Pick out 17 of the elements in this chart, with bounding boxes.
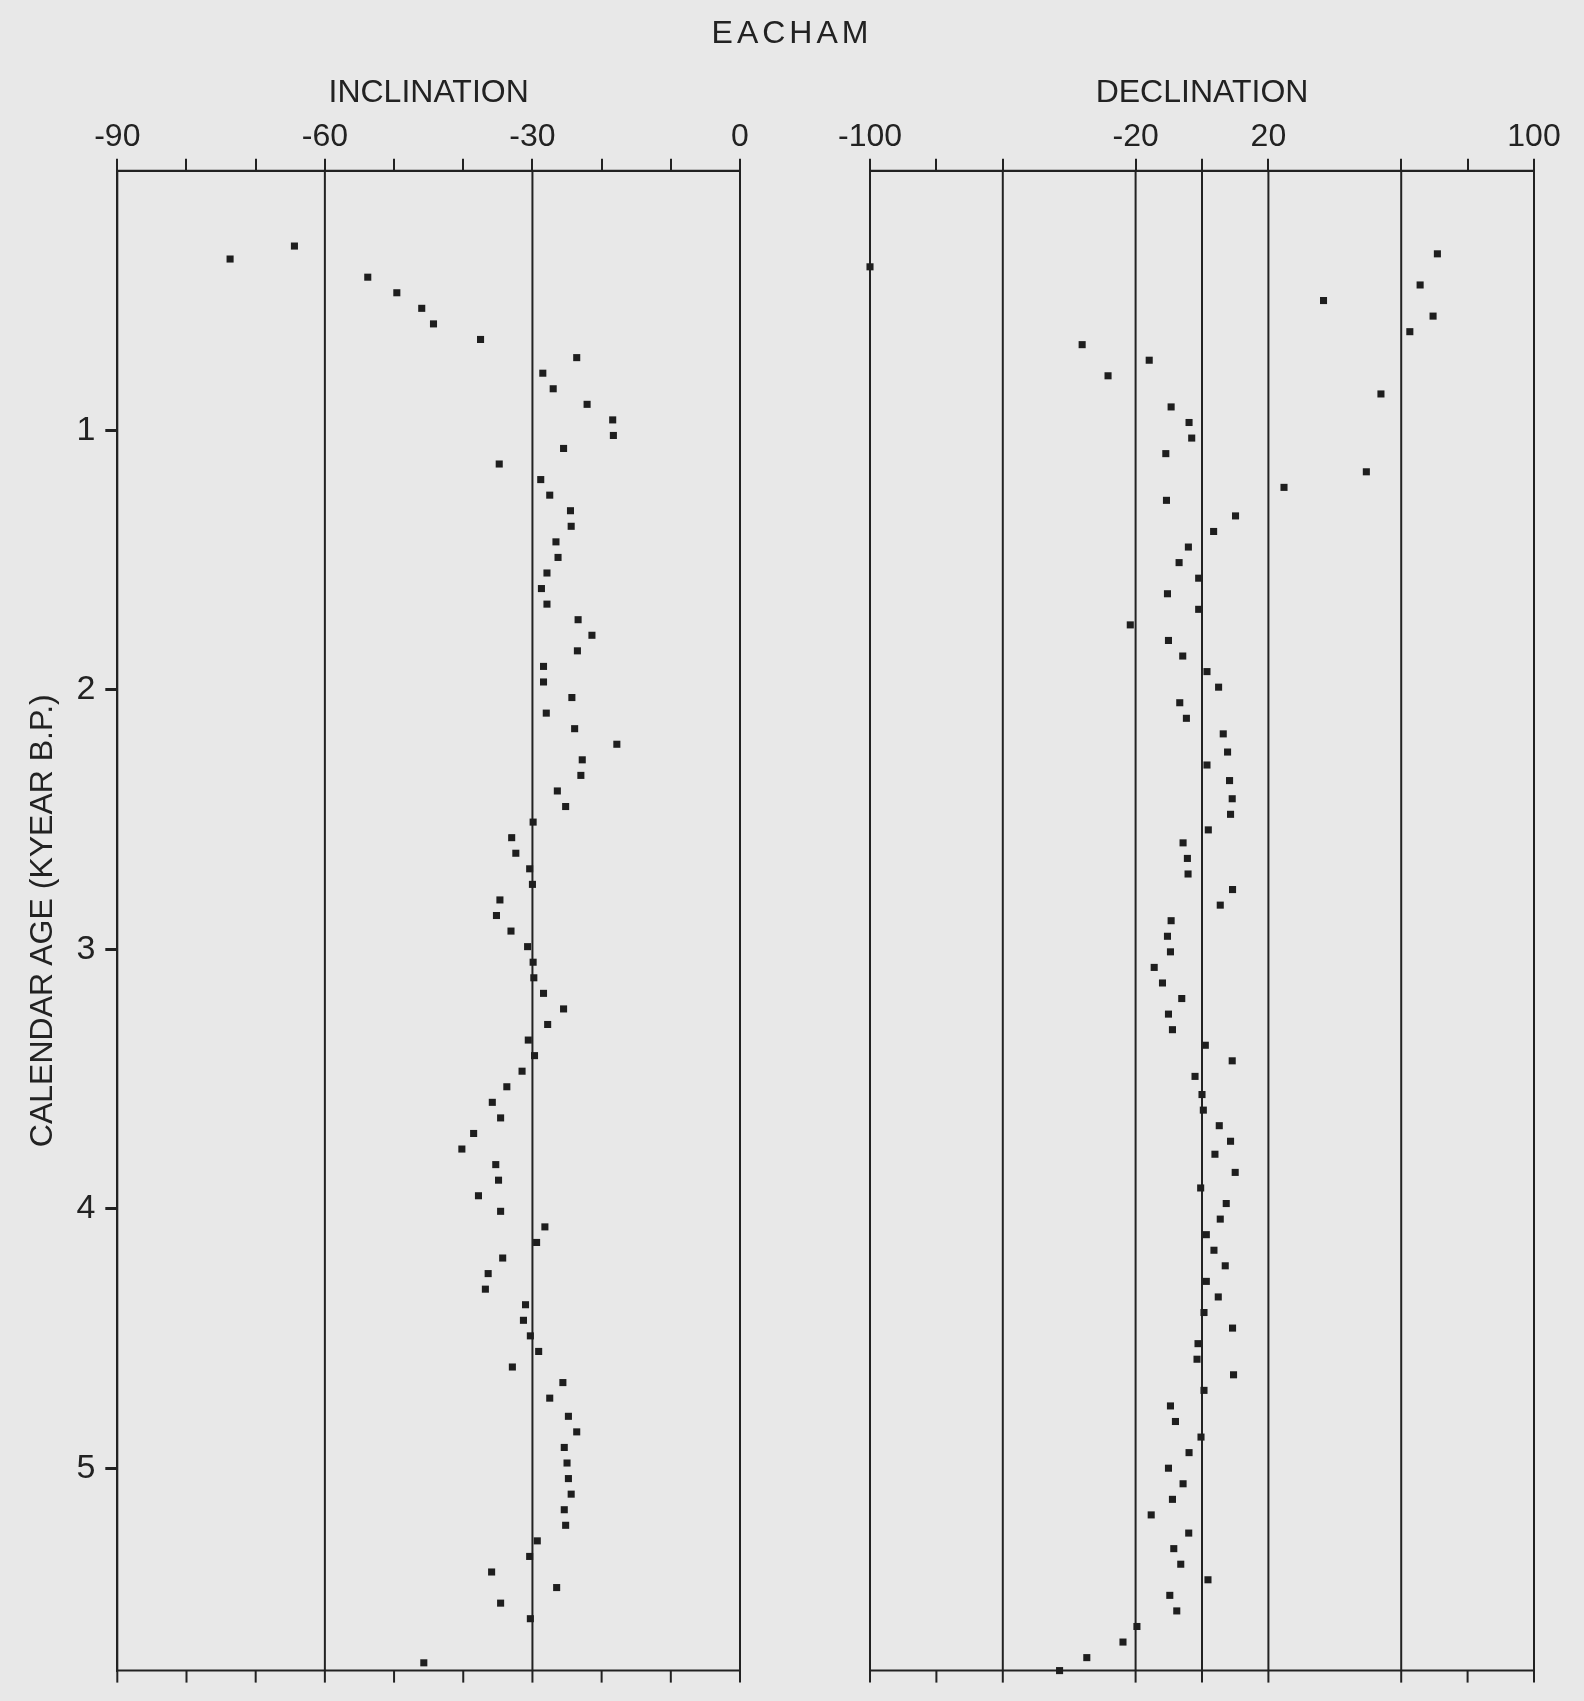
- y-tick-label: 5: [76, 1446, 96, 1485]
- x-tick-label: 100: [1507, 117, 1561, 154]
- y-axis-title: CALENDAR AGE (KYEAR B.P.): [23, 694, 60, 1148]
- x-axis-title: INCLINATION: [328, 73, 529, 110]
- x-tick-label: -30: [509, 117, 556, 154]
- x-tick-label: 20: [1250, 117, 1287, 154]
- y-tick-label: 3: [76, 927, 96, 966]
- y-tick-label: 4: [76, 1187, 96, 1226]
- x-tick-label: -60: [301, 117, 348, 154]
- y-tick-label: 1: [76, 408, 96, 447]
- x-tick-label: 0: [731, 117, 749, 154]
- y-tick-label: 2: [76, 668, 96, 707]
- x-tick-label: -20: [1112, 117, 1159, 154]
- chart-title: EACHAM: [710, 14, 874, 51]
- x-axis-title: DECLINATION: [1095, 73, 1309, 110]
- x-tick-label: -100: [837, 117, 903, 154]
- x-tick-label: -90: [94, 117, 141, 154]
